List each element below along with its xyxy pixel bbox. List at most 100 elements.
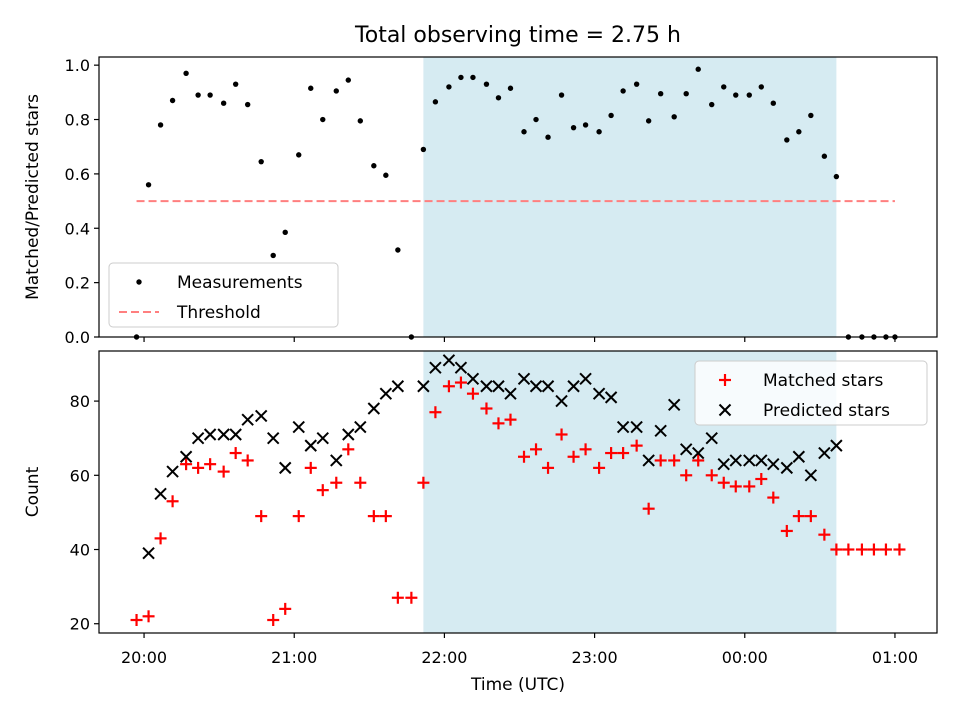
y-tick-label: 0.4 — [65, 219, 90, 238]
data-point — [279, 602, 292, 615]
data-point — [542, 461, 555, 474]
data-point — [633, 81, 640, 87]
y-axis-label: Count — [23, 466, 43, 517]
data-point — [442, 354, 456, 367]
data-point — [705, 469, 718, 482]
data-point — [596, 129, 602, 135]
data-point — [241, 454, 254, 467]
data-point — [405, 591, 418, 604]
x-tick-label: 20:00 — [121, 648, 167, 667]
data-point — [582, 122, 589, 128]
data-point — [533, 116, 539, 123]
data-point — [229, 428, 242, 441]
data-point — [282, 229, 288, 236]
data-point — [316, 431, 329, 445]
data-point — [521, 129, 527, 135]
data-point — [695, 66, 701, 72]
data-point — [354, 420, 367, 434]
figure-title: Total observing time = 2.75 h — [354, 23, 681, 48]
x-tick-label: 21:00 — [271, 648, 317, 667]
data-point — [654, 424, 667, 437]
data-point — [729, 480, 742, 493]
data-point — [345, 77, 351, 83]
series-matched-stars — [130, 376, 906, 627]
series-predicted-stars — [142, 354, 843, 560]
data-point — [169, 97, 176, 104]
legend-marker — [718, 403, 732, 417]
data-point — [267, 614, 280, 627]
data-point — [454, 361, 468, 374]
data-point — [417, 380, 430, 393]
data-point — [391, 380, 405, 393]
data-point — [818, 446, 831, 460]
data-point — [709, 101, 715, 108]
data-point — [179, 450, 193, 463]
data-point — [855, 543, 868, 556]
data-point — [517, 372, 531, 386]
y-tick-label: 20 — [70, 615, 90, 634]
data-point — [567, 380, 580, 393]
data-point — [157, 122, 164, 128]
data-point — [642, 454, 655, 467]
data-point — [379, 387, 393, 400]
data-point — [567, 450, 580, 463]
data-point — [743, 480, 756, 493]
data-point — [780, 524, 793, 537]
y-tick-label: 0.8 — [65, 111, 90, 130]
data-point — [579, 372, 592, 386]
data-point — [645, 118, 652, 124]
legend-marker — [719, 374, 731, 386]
data-point — [316, 484, 329, 497]
data-point — [183, 70, 189, 77]
data-point — [743, 454, 756, 467]
legend-marker — [136, 279, 142, 285]
data-point — [371, 163, 377, 169]
data-point — [458, 74, 464, 81]
legend-label: Matched stars — [763, 371, 883, 391]
data-point — [770, 100, 777, 106]
data-point — [429, 361, 442, 374]
data-point — [432, 99, 439, 105]
observing-window-span — [423, 57, 837, 337]
data-point — [292, 510, 305, 523]
data-point — [470, 74, 476, 81]
data-point — [833, 173, 840, 180]
data-point — [767, 491, 780, 504]
data-point — [342, 428, 355, 441]
data-point — [166, 495, 179, 508]
data-point — [792, 450, 806, 463]
data-point — [357, 118, 364, 124]
data-point — [518, 450, 531, 463]
data-point — [767, 457, 780, 471]
data-point — [492, 380, 505, 393]
x-tick-label: 01:00 — [872, 648, 918, 667]
data-point — [330, 476, 343, 489]
data-point — [229, 447, 242, 460]
data-point — [480, 402, 493, 415]
series-measurements — [133, 66, 898, 340]
x-tick-label: 00:00 — [722, 648, 768, 667]
data-point — [504, 387, 517, 400]
data-point — [692, 454, 705, 467]
data-point — [530, 443, 543, 456]
legend-label: Threshold — [176, 303, 261, 323]
data-point — [383, 172, 389, 178]
legend: Measurements Threshold — [108, 262, 339, 328]
data-point — [616, 420, 630, 434]
data-point — [395, 247, 401, 253]
data-point — [755, 473, 768, 486]
data-point — [203, 428, 217, 441]
data-point — [671, 114, 677, 120]
data-point — [830, 543, 843, 556]
data-point — [204, 458, 217, 471]
data-point — [541, 380, 555, 393]
data-point — [879, 543, 892, 556]
data-point — [818, 528, 831, 541]
data-point — [244, 101, 251, 108]
data-point — [780, 461, 794, 475]
legend-label: Predicted stars — [763, 401, 890, 421]
y-axis-label: Matched/Predicted stars — [23, 94, 43, 300]
data-point — [241, 413, 254, 426]
axes-frame — [98, 56, 938, 338]
